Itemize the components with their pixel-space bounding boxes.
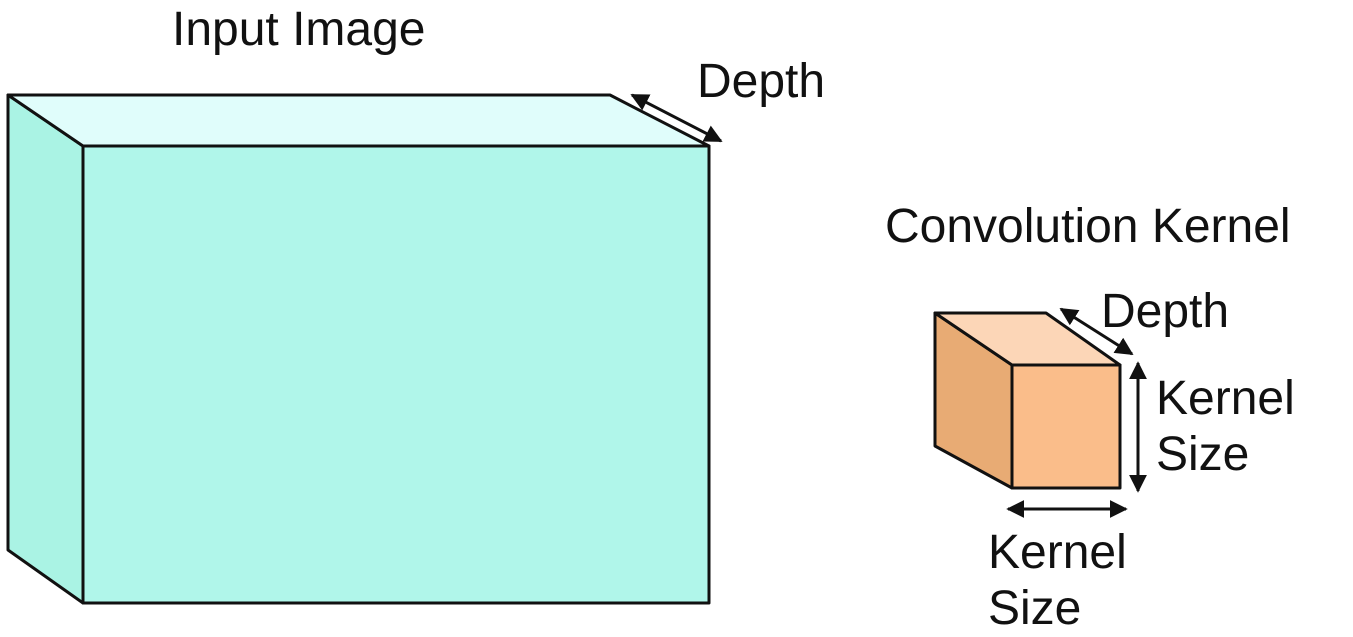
kernel-depth-arrow: [1059, 307, 1134, 356]
input-image-title: Input Image: [172, 3, 426, 56]
input-image-block: [6, 93, 711, 605]
kernel-height-label-line2: Size: [1156, 428, 1249, 481]
input-depth-arrow: [630, 93, 723, 143]
kernel-depth-label: Depth: [1101, 285, 1229, 338]
kernel-width-label-line1: Kernel: [988, 526, 1127, 579]
input-depth-label: Depth: [697, 55, 825, 108]
kernel-width-label-line2: Size: [988, 582, 1081, 635]
input-image-side-face: [6, 93, 85, 605]
kernel-block: [933, 311, 1122, 490]
kernel-title: Convolution Kernel: [885, 200, 1291, 253]
input-image-top-face: [6, 93, 711, 148]
kernel-height-label-line1: Kernel: [1156, 372, 1295, 425]
input-image-front-face: [81, 144, 711, 605]
kernel-front-face: [1010, 363, 1122, 490]
